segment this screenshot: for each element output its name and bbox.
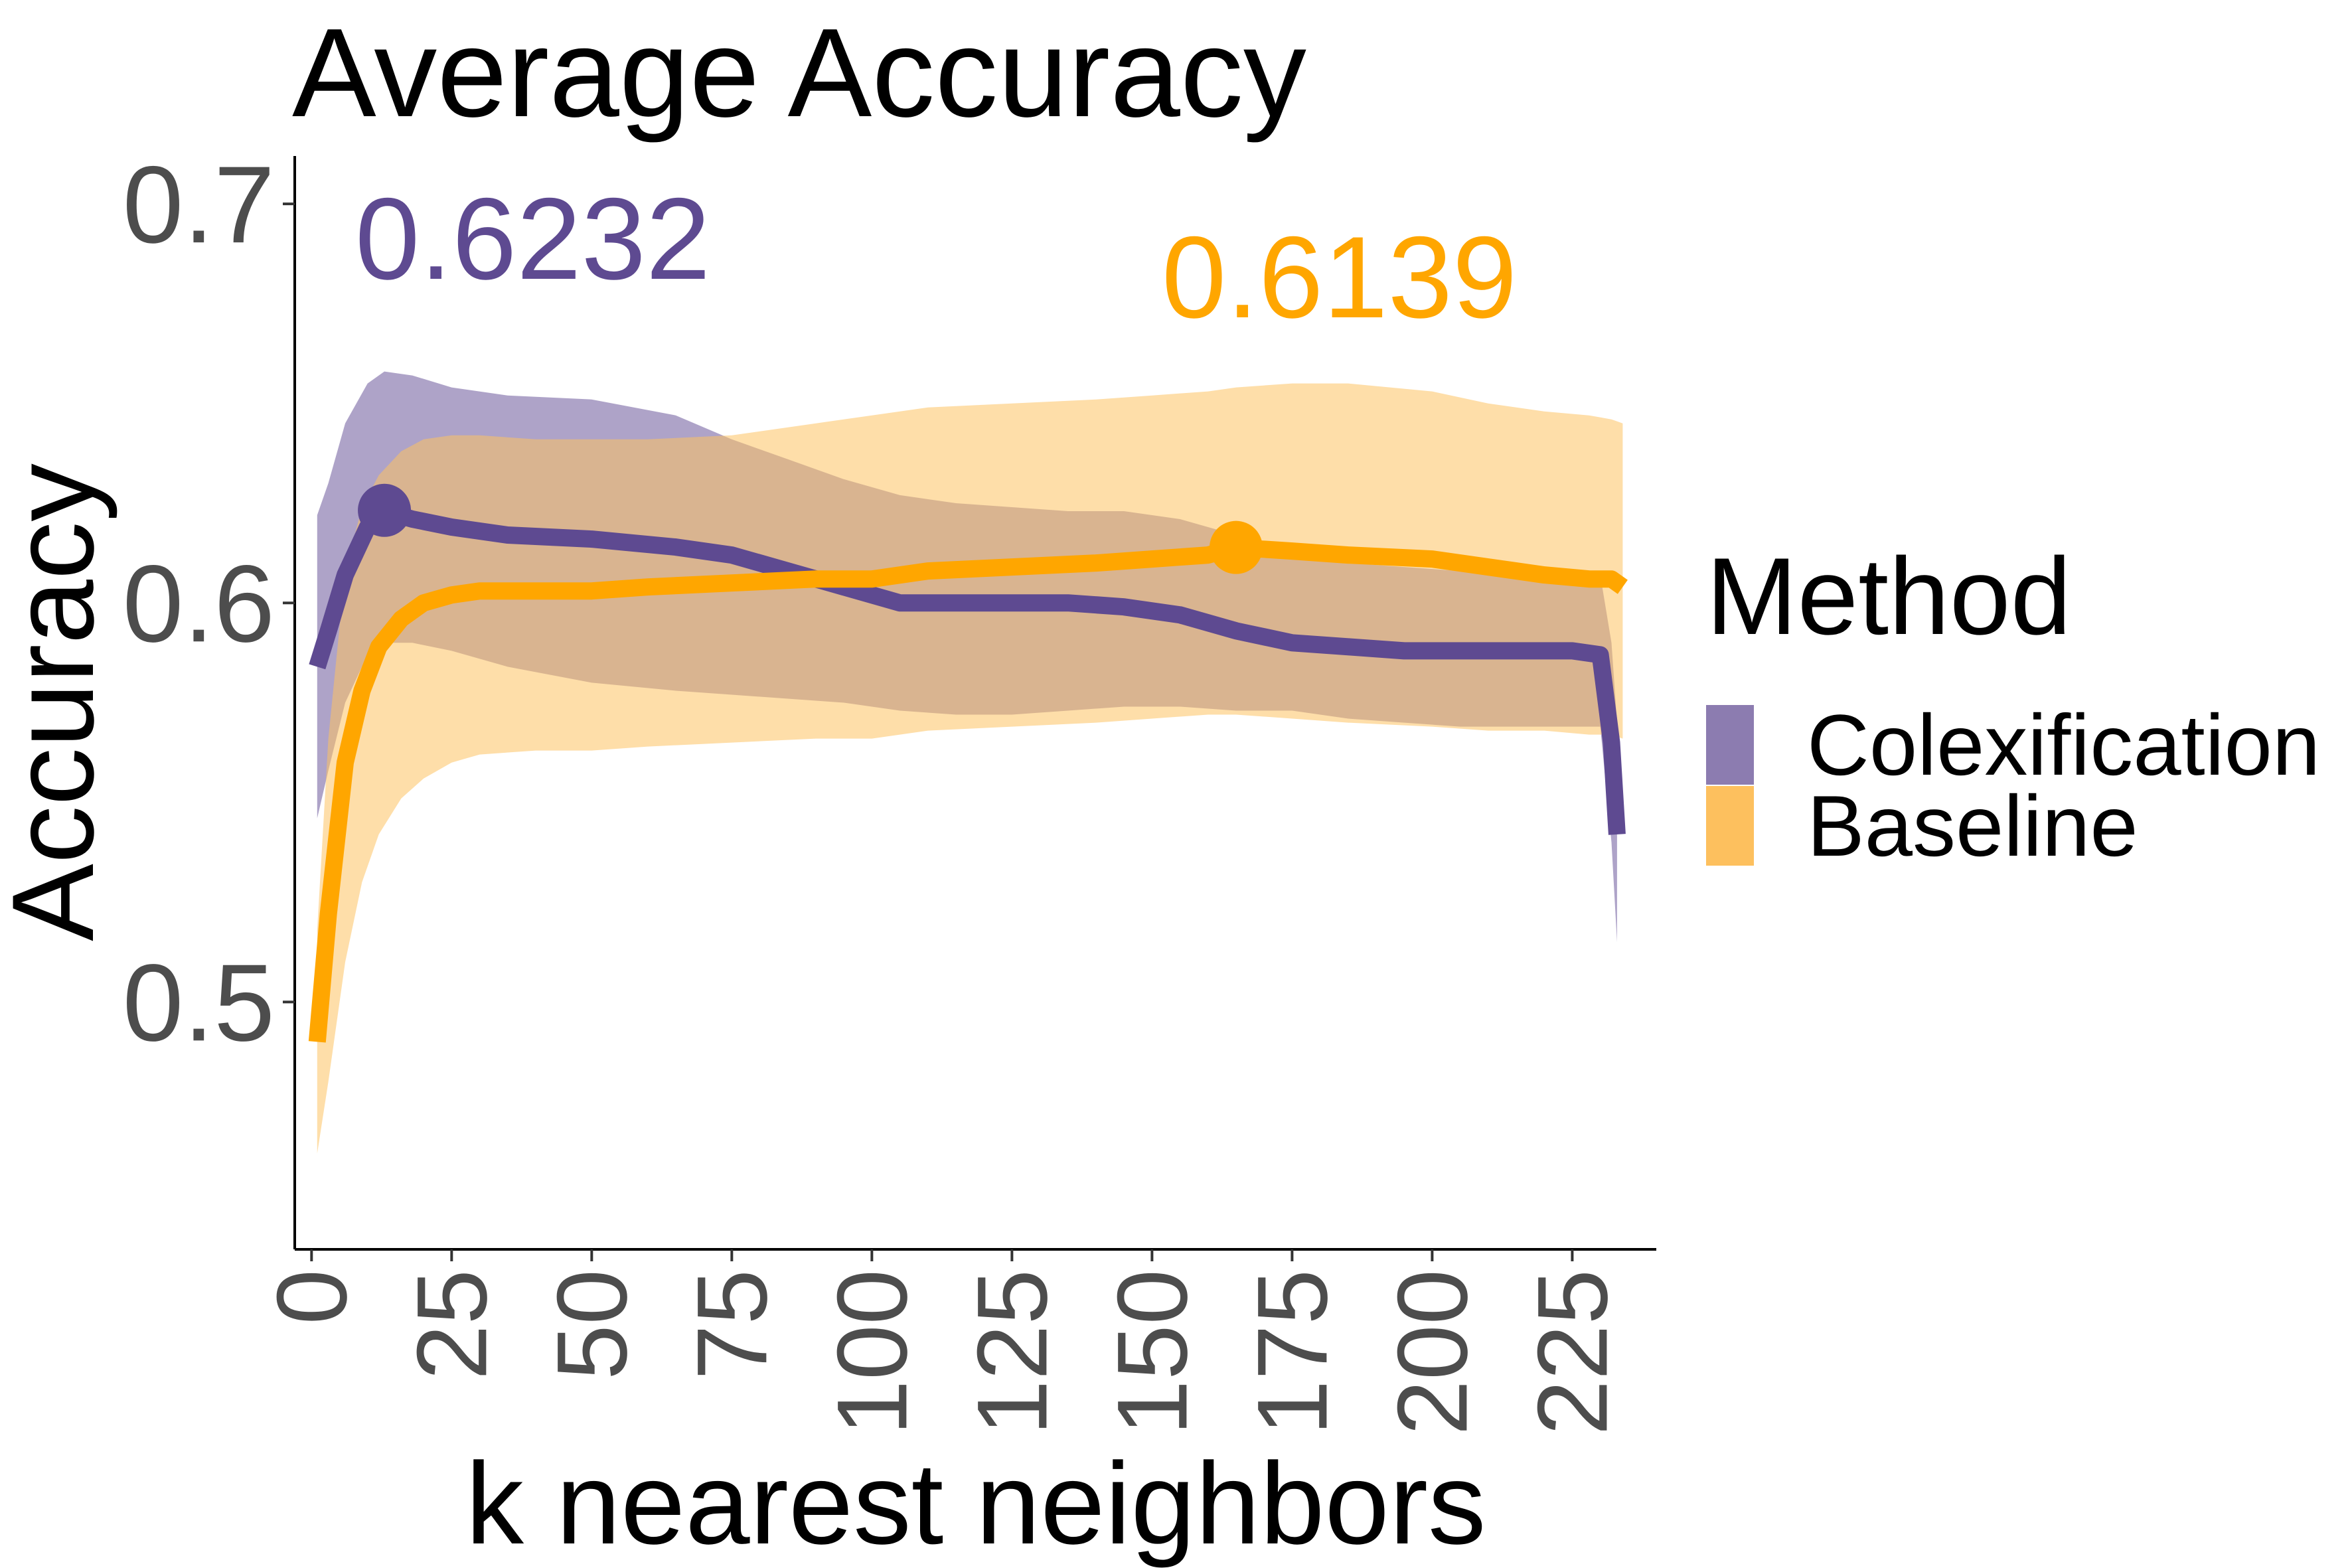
x-tick-label: 100	[816, 1269, 927, 1435]
x-tick-label: 0	[256, 1269, 367, 1324]
colexification-max-point	[358, 483, 412, 537]
x-tick-label: 175	[1236, 1269, 1348, 1435]
baseline-legend-label: Baseline	[1807, 777, 2138, 874]
baseline-line	[308, 538, 1628, 1043]
x-tick-label: 75	[676, 1269, 787, 1380]
y-tick-label: 0.7	[123, 143, 275, 266]
baseline-max-point	[1209, 520, 1263, 574]
x-tick-label: 50	[536, 1269, 647, 1380]
x-tick-label: 25	[396, 1269, 507, 1380]
baseline-legend-key	[1706, 786, 1754, 866]
x-axis-ticks: 0 25 50 75 100 125 150 175 200 225	[256, 1249, 1628, 1435]
legend-title: Method	[1706, 535, 2071, 657]
y-tick-label: 0.5	[123, 941, 275, 1063]
confidence-bands	[317, 371, 1623, 1154]
y-axis-title: Accuracy	[0, 463, 118, 941]
y-tick-label: 0.6	[123, 542, 275, 665]
y-axis-ticks: 0.5 0.6 0.7	[123, 143, 295, 1063]
x-tick-label: 225	[1516, 1269, 1628, 1435]
x-tick-label: 125	[956, 1269, 1067, 1435]
max-points	[358, 483, 1263, 574]
colexification-max-label: 0.6232	[355, 175, 710, 304]
colexification-legend-label: Colexification	[1807, 696, 2320, 793]
colexification-legend-key	[1706, 705, 1754, 785]
x-tick-label: 200	[1376, 1269, 1488, 1435]
x-tick-label: 150	[1096, 1269, 1208, 1435]
baseline-max-label: 0.6139	[1162, 213, 1517, 343]
x-axis-title: k nearest neighbors	[465, 1439, 1486, 1568]
max-annotations: 0.6232 0.6139	[355, 175, 1517, 343]
chart-title: Average Accuracy	[292, 3, 1306, 143]
baseline-confidence-band	[317, 383, 1623, 1154]
